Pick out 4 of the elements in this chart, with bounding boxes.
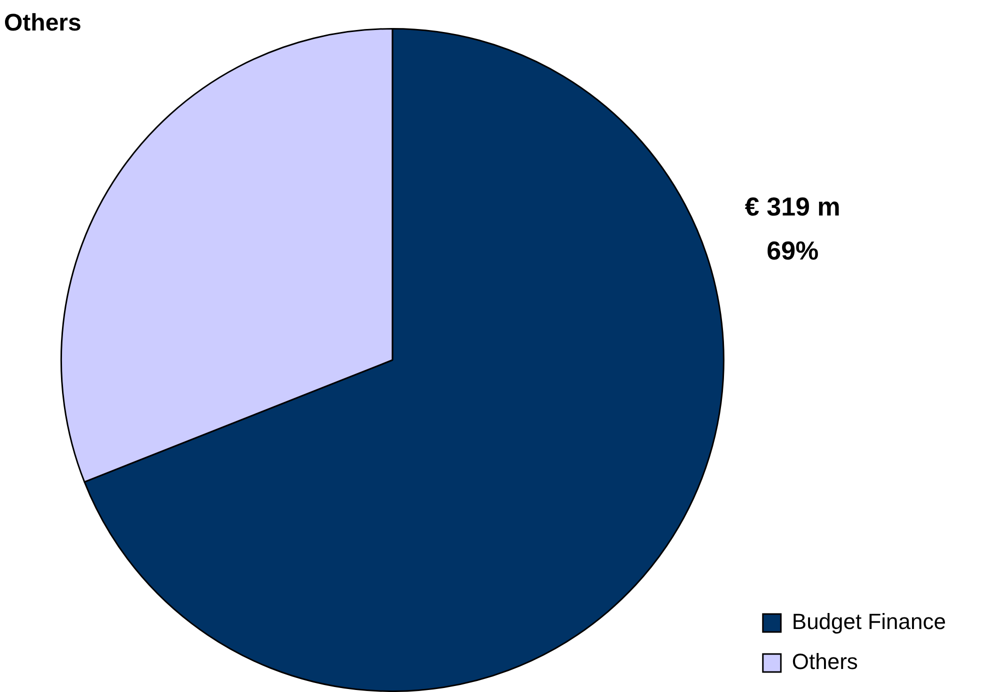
data-label: € 319 m 69% xyxy=(744,191,840,266)
legend-label: Budget Finance xyxy=(792,609,946,634)
legend-label: Others xyxy=(792,649,858,674)
chart-title: Others xyxy=(4,10,82,37)
